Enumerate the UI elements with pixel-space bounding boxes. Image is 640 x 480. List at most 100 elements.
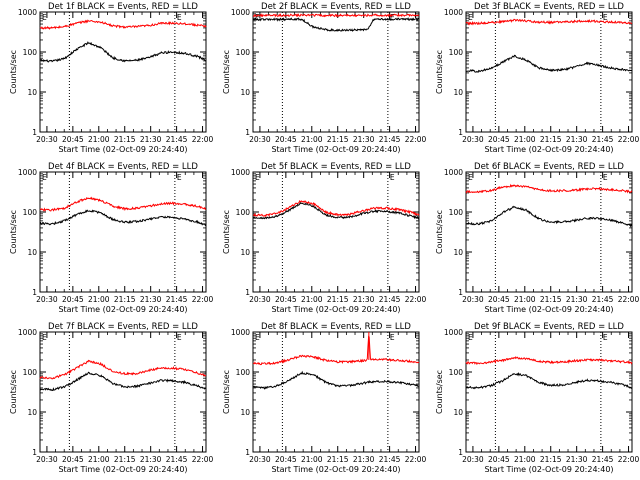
x-axis-label: Start Time (02-Oct-09 20:24:40) (58, 465, 187, 474)
y-axis-label: Counts/sec (435, 370, 444, 414)
x-tick-label: 21:45 (166, 295, 188, 304)
chart-panel-6: Det 6f BLACK = Events, RED = LLD 1 10 100 10… (435, 162, 640, 314)
x-tick-label: 20:30 (462, 455, 484, 464)
plot-frame (465, 331, 633, 453)
series-line-lld (252, 200, 420, 218)
y-axis-label: Counts/sec (435, 210, 444, 254)
start-marker-label: E (255, 13, 260, 22)
start-marker-label: E (468, 173, 473, 182)
y-tick-label: 100 (236, 208, 251, 217)
series-line-events (39, 41, 207, 63)
x-tick-label: 21:15 (540, 455, 562, 464)
x-tick-label: 20:30 (36, 135, 58, 144)
y-tick-label: 10 (453, 408, 463, 417)
event-marker-label: E (177, 173, 182, 182)
plot-frame (465, 11, 633, 133)
x-tick-label: 21:00 (301, 135, 323, 144)
x-tick-label: 21:00 (514, 135, 536, 144)
plot-frame (465, 171, 633, 293)
plot-frame (39, 11, 207, 133)
y-tick-label: 1000 (18, 168, 37, 177)
chart-panel-5: Det 5f BLACK = Events, RED = LLD 1 10 100 10… (222, 162, 427, 314)
series-line-lld (252, 335, 420, 366)
x-tick-label: 21:45 (166, 455, 188, 464)
y-tick-label: 1 (245, 448, 250, 457)
chart-panel-8: Det 8f BLACK = Events, RED = LLD 1 10 100 10… (222, 322, 427, 474)
event-marker-label: E (177, 13, 182, 22)
plot-frame (39, 331, 207, 453)
y-tick-label: 100 (23, 48, 38, 57)
event-marker-label: E (603, 13, 608, 22)
y-axis-label: Counts/sec (9, 210, 18, 254)
y-tick-label: 100 (23, 368, 38, 377)
y-tick-label: 1 (458, 128, 463, 137)
x-tick-label: 20:30 (249, 295, 271, 304)
x-tick-label: 22:00 (192, 455, 214, 464)
x-tick-label: 20:45 (62, 295, 84, 304)
y-tick-label: 100 (449, 48, 464, 57)
x-tick-label: 22:00 (192, 135, 214, 144)
plot-frame (252, 11, 420, 133)
x-tick-label: 21:00 (88, 295, 110, 304)
x-tick-label: 22:00 (618, 455, 640, 464)
x-tick-label: 21:30 (353, 135, 375, 144)
y-tick-label: 1000 (231, 8, 250, 17)
x-axis-label: Start Time (02-Oct-09 20:24:40) (58, 145, 187, 154)
chart-panel-9: Det 9f BLACK = Events, RED = LLD 1 10 100 10… (435, 322, 640, 474)
y-tick-label: 100 (449, 208, 464, 217)
x-tick-label: 22:00 (192, 295, 214, 304)
x-axis-label: Start Time (02-Oct-09 20:24:40) (271, 465, 400, 474)
event-marker-label: E (603, 173, 608, 182)
series-line-events (465, 205, 633, 228)
start-marker-label: E (468, 333, 473, 342)
y-tick-label: 100 (449, 368, 464, 377)
chart-title: Det 7f BLACK = Events, RED = LLD (48, 322, 198, 332)
x-tick-label: 21:30 (566, 295, 588, 304)
x-tick-label: 21:00 (514, 455, 536, 464)
x-tick-label: 20:45 (488, 295, 510, 304)
y-tick-label: 10 (27, 248, 37, 257)
y-axis-label: Counts/sec (435, 50, 444, 94)
y-tick-label: 10 (240, 408, 250, 417)
x-tick-label: 20:30 (36, 295, 58, 304)
start-marker-label: E (255, 333, 260, 342)
series-line-events (252, 370, 420, 390)
start-marker-label: E (42, 173, 47, 182)
x-tick-label: 21:30 (566, 135, 588, 144)
x-tick-label: 21:30 (353, 455, 375, 464)
event-marker-label: E (177, 333, 182, 342)
x-tick-label: 20:45 (275, 455, 297, 464)
chart-panel-1: Det 1f BLACK = Events, RED = LLD 1 10 100 10… (9, 2, 214, 154)
series-line-events (465, 372, 633, 390)
x-tick-label: 21:15 (327, 295, 349, 304)
chart-panel-2: Det 2f BLACK = Events, RED = LLD 1 10 100 10… (222, 2, 427, 154)
y-axis-label: Counts/sec (222, 210, 231, 254)
series-line-lld (39, 359, 207, 380)
y-tick-label: 10 (240, 88, 250, 97)
chart-panel-4: Det 4f BLACK = Events, RED = LLD 1 10 100 10… (9, 162, 214, 314)
x-axis-label: Start Time (02-Oct-09 20:24:40) (484, 145, 613, 154)
x-tick-label: 21:15 (327, 135, 349, 144)
series-line-lld (39, 19, 207, 30)
y-axis-label: Counts/sec (9, 50, 18, 94)
y-tick-label: 1000 (444, 328, 463, 337)
y-axis-label: Counts/sec (222, 370, 231, 414)
series-line-events (252, 201, 420, 220)
x-tick-label: 21:00 (301, 295, 323, 304)
y-tick-label: 10 (453, 248, 463, 257)
y-tick-label: 1 (32, 448, 37, 457)
x-tick-label: 21:15 (114, 135, 136, 144)
chart-title: Det 1f BLACK = Events, RED = LLD (48, 2, 198, 12)
event-marker-label: E (390, 173, 395, 182)
series-line-lld (252, 12, 420, 18)
y-tick-label: 1000 (444, 8, 463, 17)
x-tick-label: 22:00 (405, 135, 427, 144)
chart-title: Det 9f BLACK = Events, RED = LLD (474, 322, 624, 332)
series-line-lld (465, 183, 633, 194)
x-tick-label: 21:15 (114, 295, 136, 304)
series-line-events (39, 371, 207, 392)
start-marker-label: E (468, 13, 473, 22)
x-tick-label: 21:45 (592, 135, 614, 144)
chart-title: Det 8f BLACK = Events, RED = LLD (261, 322, 411, 332)
x-tick-label: 20:30 (462, 295, 484, 304)
